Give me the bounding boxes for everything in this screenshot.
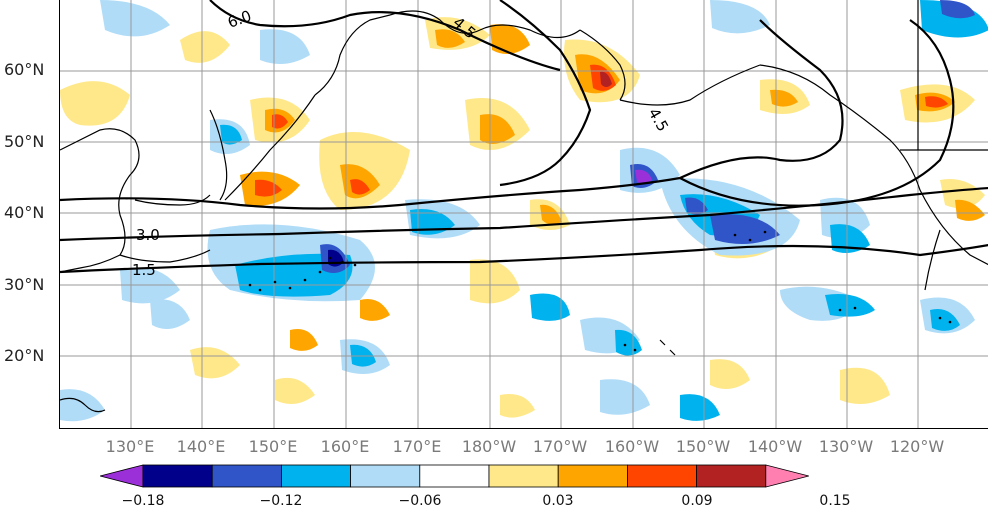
- negative-anomaly-shading: [60, 0, 988, 422]
- colorbar: [100, 464, 809, 488]
- contour-label: 6.0: [225, 7, 254, 32]
- colorbar-tick-label: 0.15: [819, 493, 851, 509]
- lon-label: 130°W: [818, 437, 874, 456]
- colorbar-tick-label: 0.09: [681, 493, 713, 509]
- colorbar-segment: [627, 464, 698, 488]
- colorbar-segment: [142, 464, 213, 488]
- colorbar-extend-max: [765, 464, 809, 488]
- lon-label: 130°E: [105, 437, 155, 456]
- lat-label-60n: 60°N: [4, 60, 45, 79]
- lon-label: 160°W: [604, 437, 660, 456]
- anomaly-map: 6.0 4.5 4.5 3.0 1.5: [60, 0, 988, 428]
- lon-label: 150°W: [675, 437, 731, 456]
- colorbar-tick-label: −0.12: [259, 493, 303, 509]
- lon-label: 170°E: [392, 437, 442, 456]
- lon-label: 180°W: [461, 437, 517, 456]
- colorbar-segment: [280, 464, 351, 488]
- contour-lines: [60, 0, 988, 274]
- lon-label: 140°W: [747, 437, 803, 456]
- map-panel: 6.0 4.5 4.5 3.0 1.5: [59, 0, 988, 429]
- contour-label: 3.0: [136, 226, 160, 244]
- lon-label: 140°E: [176, 437, 226, 456]
- colorbar-tick-label: 0.03: [542, 493, 574, 509]
- significance-dots: [248, 230, 952, 352]
- colorbar-segment: [211, 464, 282, 488]
- colorbar-segment: [696, 464, 767, 488]
- lat-label-30n: 30°N: [4, 275, 45, 294]
- lon-label: 120°W: [889, 437, 945, 456]
- colorbar-segment: [419, 464, 490, 488]
- colorbar-tick-label: −0.06: [398, 493, 442, 509]
- contour-label: 1.5: [132, 261, 156, 279]
- colorbar-segment: [557, 464, 628, 488]
- lat-label-40n: 40°N: [4, 203, 45, 222]
- lat-label-50n: 50°N: [4, 132, 45, 151]
- colorbar-tick-label: −0.18: [121, 493, 165, 509]
- lon-label: 170°W: [532, 437, 588, 456]
- colorbar-segment: [488, 464, 559, 488]
- lat-label-20n: 20°N: [4, 346, 45, 365]
- contour-label: 4.5: [645, 105, 673, 135]
- lon-label: 150°E: [248, 437, 298, 456]
- colorbar-segment: [350, 464, 421, 488]
- lon-label: 160°E: [320, 437, 370, 456]
- colorbar-extend-min: [100, 464, 144, 488]
